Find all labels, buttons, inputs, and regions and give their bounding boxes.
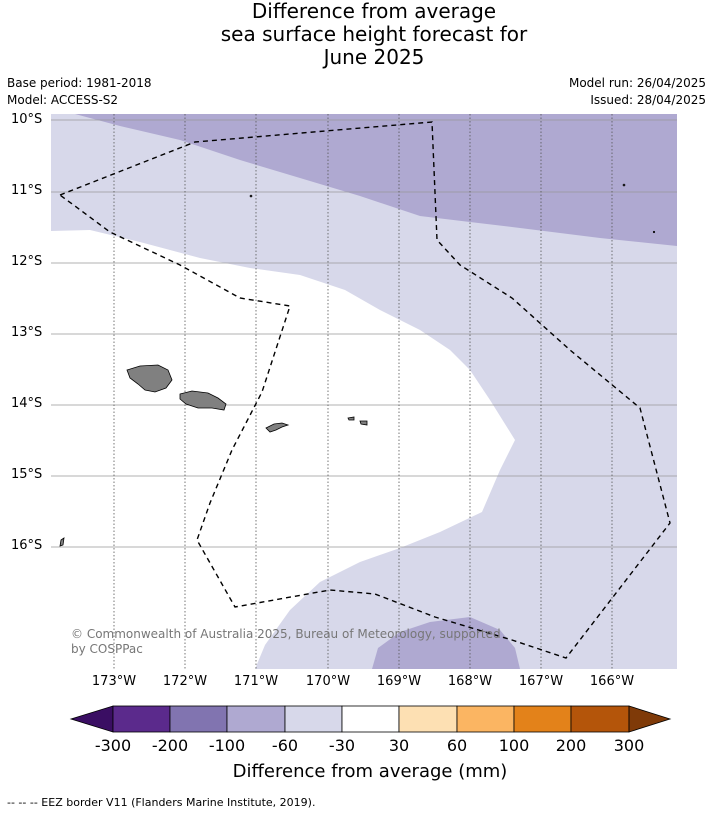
meta-left: Base period: 1981-2018 Model: ACCESS-S2 [7,75,152,109]
title-line-2: sea surface height forecast for [220,22,528,46]
lat-label: 12°S [11,254,43,269]
issued-date: Issued: 28/04/2025 [590,93,706,107]
sea-anomaly-band-medium-south [372,617,520,669]
eez-borders [58,121,671,659]
copyright-notice: © Commonwealth of Australia 2025, Bureau… [71,627,501,656]
colorbar-tick-label: -30 [328,736,356,755]
small-islet [249,194,253,198]
colorbar-segment [398,705,458,733]
colorbar-segment [226,705,286,733]
lon-label: 172°W [162,674,208,689]
sea-anomaly-band-medium-north [75,114,677,246]
lon-label: 168°W [447,674,493,689]
lat-label: 11°S [11,183,43,198]
graticule [51,114,677,669]
colorbar-tick-label: -300 [94,736,132,755]
colorbar-tick-label: 200 [555,736,587,755]
lon-label: 173°W [91,674,137,689]
colorbar-tick-label: -200 [151,736,189,755]
sea-anomaly-band-neutral [51,230,515,669]
map-title: Difference from average sea surface heig… [0,0,713,69]
title-line-3: June 2025 [323,45,425,69]
lat-label: 13°S [11,325,43,340]
small-islet [59,537,65,547]
lon-label: 170°W [305,674,351,689]
lon-label: 167°W [518,674,564,689]
colorbar-segment [284,705,343,733]
colorbar-extend-high [628,705,672,733]
upolu-island [179,390,227,411]
title-line-1: Difference from average [251,0,497,23]
lon-label: 171°W [233,674,279,689]
colorbar-segment [570,705,630,733]
colorbar-tick-label: 100 [498,736,530,755]
eez-samoa [58,121,671,659]
manua-island-b [359,420,368,426]
base-period: Base period: 1981-2018 [7,76,152,90]
lat-label: 14°S [11,396,43,411]
colorbar-tick-label: 30 [388,736,410,755]
land-masses [59,183,656,547]
savaii-island [126,364,173,393]
colorbar-segment [513,705,572,733]
lat-label: 15°S [11,467,43,482]
colorbar-segment [456,705,515,733]
model-name: Model: ACCESS-S2 [7,93,119,107]
tutuila-island [265,422,290,433]
lat-label: 16°S [11,538,43,553]
lon-label: 166°W [589,674,635,689]
colorbar-title: Difference from average (mm) [232,761,508,782]
colorbar-tick-label: 60 [446,736,468,755]
colorbar [69,705,672,733]
manua-island-a [347,416,355,421]
colorbar-segment [169,705,228,733]
colorbar-segment [112,705,171,733]
meta-right: Model run: 26/04/2025 Issued: 28/04/2025 [569,75,706,109]
lat-label: 10°S [11,112,43,127]
colorbar-segment [341,705,400,733]
small-islet [622,183,626,187]
lon-label: 169°W [376,674,422,689]
model-run: Model run: 26/04/2025 [568,76,706,90]
small-islet [652,230,656,234]
colorbar-tick-label: 300 [613,736,645,755]
colorbar-tick-label: -100 [208,736,246,755]
colorbar-tick-label: -60 [271,736,299,755]
colorbar-extend-low [69,705,114,733]
eez-legend-note: -- -- -- EEZ border V11 (Flanders Marine… [7,796,316,809]
